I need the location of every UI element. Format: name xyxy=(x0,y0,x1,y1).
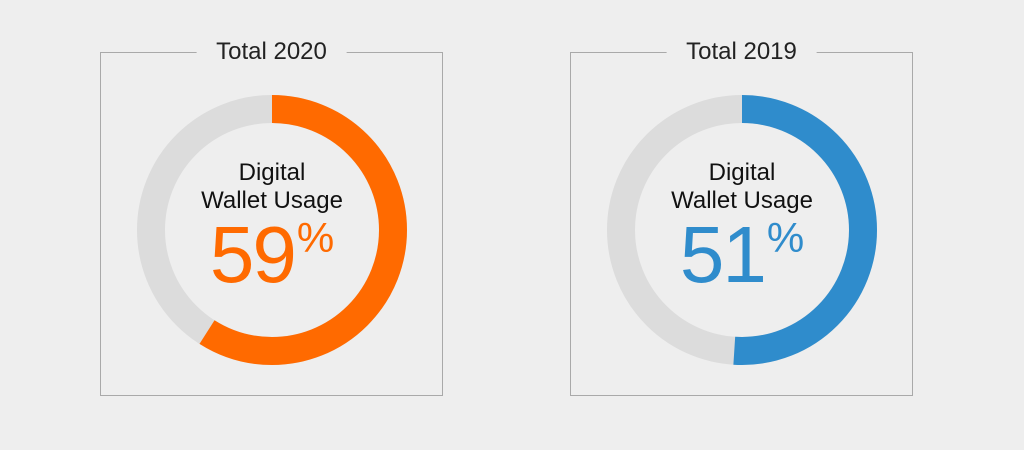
percentage-value: 51% xyxy=(607,215,877,295)
center-label-line-1: Digital xyxy=(708,159,776,186)
percentage-number: 59 xyxy=(209,210,297,299)
donut-chart: Digital Wallet Usage 59% xyxy=(137,95,407,365)
panel-title: Total 2019 xyxy=(666,37,817,67)
percent-sign: % xyxy=(766,214,805,261)
percentage-value: 59% xyxy=(137,215,407,295)
donut-panel-2019: Total 2019 Digital Wallet Usage 51% xyxy=(570,37,913,396)
center-label-line-2: Wallet Usage xyxy=(671,187,813,214)
panel-title: Total 2020 xyxy=(196,37,347,67)
center-label-line-1: Digital xyxy=(238,159,306,186)
percentage-number: 51 xyxy=(679,210,767,299)
donut-value-arc xyxy=(607,95,877,365)
donut-value-arc xyxy=(137,95,407,365)
donut-svg xyxy=(137,95,407,365)
donut-svg xyxy=(607,95,877,365)
donut-chart: Digital Wallet Usage 51% xyxy=(607,95,877,365)
center-label-line-2: Wallet Usage xyxy=(201,187,343,214)
donut-panel-2020: Total 2020 Digital Wallet Usage 59% xyxy=(100,37,443,396)
percent-sign: % xyxy=(296,214,335,261)
